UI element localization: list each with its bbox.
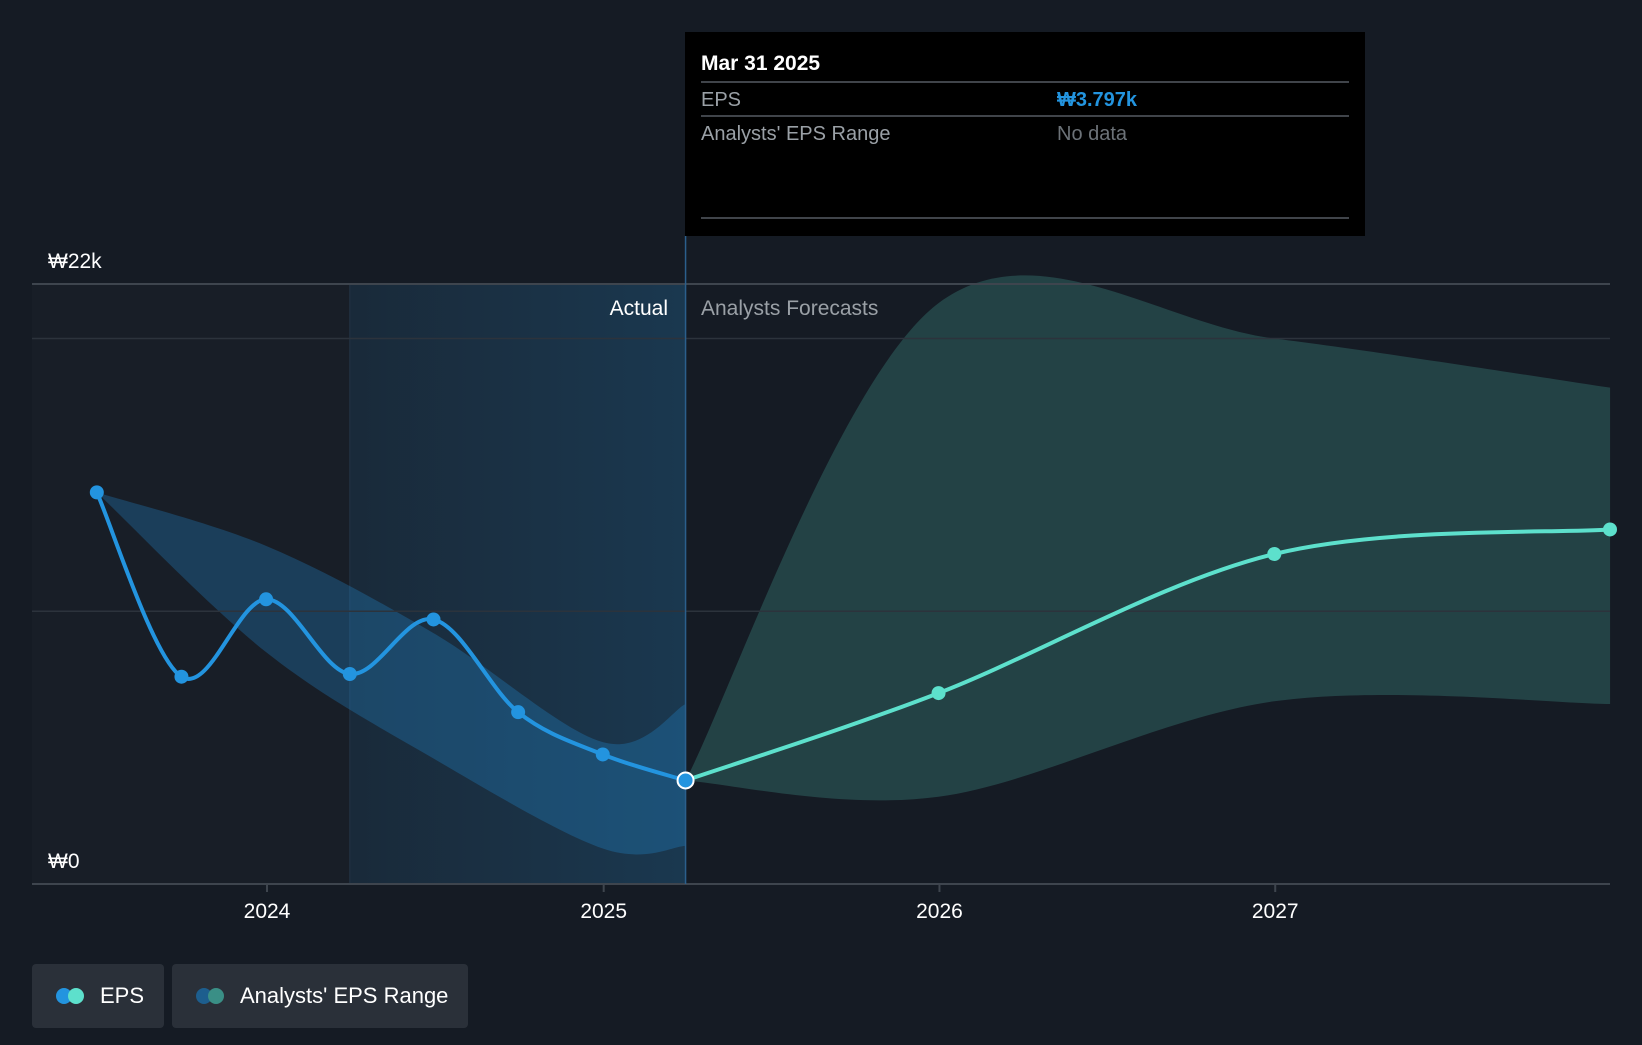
legend-item-eps[interactable]: EPS <box>32 964 164 1028</box>
x-tick-label: 2025 <box>580 900 627 923</box>
eps-actual-point <box>259 592 274 607</box>
eps-forecast-line <box>683 527 1613 783</box>
x-tick-label: 2026 <box>916 900 963 923</box>
tooltip: Mar 31 2025 EPS ₩3.797k Analysts' EPS Ra… <box>685 32 1365 236</box>
eps-actual-point <box>426 612 441 627</box>
eps-actual-point-selected <box>676 771 695 790</box>
eps-forecast-point <box>1267 547 1282 561</box>
forecast-section-label: Analysts Forecasts <box>701 297 878 320</box>
chart-series-points <box>89 485 1617 790</box>
eps-forecast-point <box>1603 522 1617 537</box>
tooltip-background <box>685 32 1365 236</box>
legend-label-analysts-eps-range: Analysts' EPS Range <box>240 983 449 1008</box>
eps-actual-point <box>89 485 104 500</box>
legend-item-analysts-eps-range[interactable]: Analysts' EPS Range <box>172 964 468 1028</box>
x-tick-label: 2027 <box>1252 900 1299 923</box>
tooltip-range-value: No data <box>1057 123 1128 145</box>
eps-range-band-actual <box>96 492 686 855</box>
chart-bands <box>32 275 1611 884</box>
legend-label-eps: EPS <box>100 983 145 1008</box>
past-year-highlight <box>349 284 686 884</box>
eps-actual-point <box>511 705 526 720</box>
eps-legend-icon <box>56 988 86 1004</box>
eps-forecast-point <box>931 686 946 701</box>
x-tick-label: 2024 <box>244 900 291 923</box>
eps-actual-point <box>174 669 189 684</box>
actual-section-label: Actual <box>610 297 668 320</box>
tooltip-eps-label: EPS <box>701 89 741 111</box>
y-axis-label-min: ₩0 <box>48 850 80 873</box>
eps-range-band-forecast <box>685 275 1611 801</box>
y-axis-label-max: ₩22k <box>48 250 102 273</box>
tooltip-date: Mar 31 2025 <box>701 52 820 75</box>
range-legend-icon <box>196 988 226 1004</box>
tooltip-eps-value: ₩3.797k <box>1057 89 1138 111</box>
tooltip-range-label: Analysts' EPS Range <box>701 123 890 145</box>
x-axis-ticks: 2024 2025 2026 2027 <box>244 884 1299 923</box>
eps-actual-point <box>342 667 357 681</box>
eps-actual-point <box>595 747 610 762</box>
